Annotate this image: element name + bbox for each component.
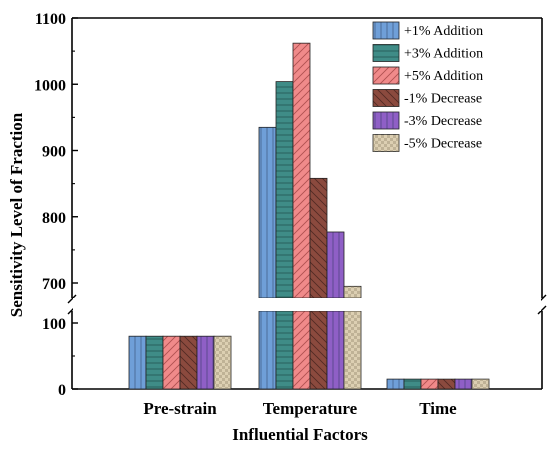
legend-label: -3% Decrease [404,114,482,129]
legend-item: +1% Addition [372,21,483,40]
bar--5-decrease-pre-strain [213,335,232,390]
bar--5-addition-temperature [292,42,311,390]
bar--1-addition-pre-strain [128,335,147,390]
bar--5-decrease-temperature [343,285,362,390]
y-tick-label-1000: 1000 [34,77,66,94]
y-tick-label-900: 900 [42,144,66,161]
bar--5-addition-time [420,378,439,390]
bar--1-addition-time [386,378,405,390]
y-tick-label-100: 100 [42,316,66,333]
y-tick-label-1100: 1100 [35,11,66,28]
x-tick-label-time: Time [419,399,457,418]
legend-label: -1% Decrease [404,92,482,107]
break-mark-right-a [537,305,547,315]
bar--3-decrease-pre-strain [196,335,215,390]
legend-item: +3% Addition [372,44,483,62]
x-tick-label-pre-strain: Pre-strain [143,399,217,418]
bar--3-addition-pre-strain [145,335,164,390]
bar--3-addition-time [403,378,422,390]
legend: +1% Addition +3% Addition +5% Addition -1% … [372,21,483,152]
bar--3-addition-temperature [275,81,294,390]
bar--3-decrease-temperature [326,231,345,390]
x-axis-title: Influential Factors [232,425,368,444]
bar--5-decrease-time [471,378,490,390]
legend-item: -1% Decrease [372,89,482,107]
legend-label: +1% Addition [404,24,483,39]
legend-item: -5% Decrease [372,134,482,152]
legend-item: -3% Decrease [372,111,482,130]
bar--3-decrease-time [454,378,473,390]
y-tick-label-0: 0 [58,382,66,399]
bar--1-decrease-temperature [309,177,328,390]
y-tick-label-700: 700 [42,276,66,293]
bar--1-addition-temperature [258,126,277,390]
axis-break-band [73,298,541,311]
bar--1-decrease-time [437,378,456,390]
bar--5-addition-pre-strain [162,335,181,390]
tick-labels: 0 100 700 800 900 1000 1100 [34,11,78,399]
bars [73,42,541,390]
bar--1-decrease-pre-strain [179,335,198,390]
category-labels: Pre-strain Temperature Time [143,399,457,418]
legend-label: -5% Decrease [404,137,482,152]
y-axis-title: Sensitivity Level of Fraction [7,112,26,317]
y-tick-label-800: 800 [42,210,66,227]
x-tick-label-temperature: Temperature [263,399,358,418]
break-mark-left-b [67,294,77,304]
legend-item: +5% Addition [372,66,483,85]
legend-label: +5% Addition [404,69,483,84]
legend-label: +3% Addition [404,47,483,62]
